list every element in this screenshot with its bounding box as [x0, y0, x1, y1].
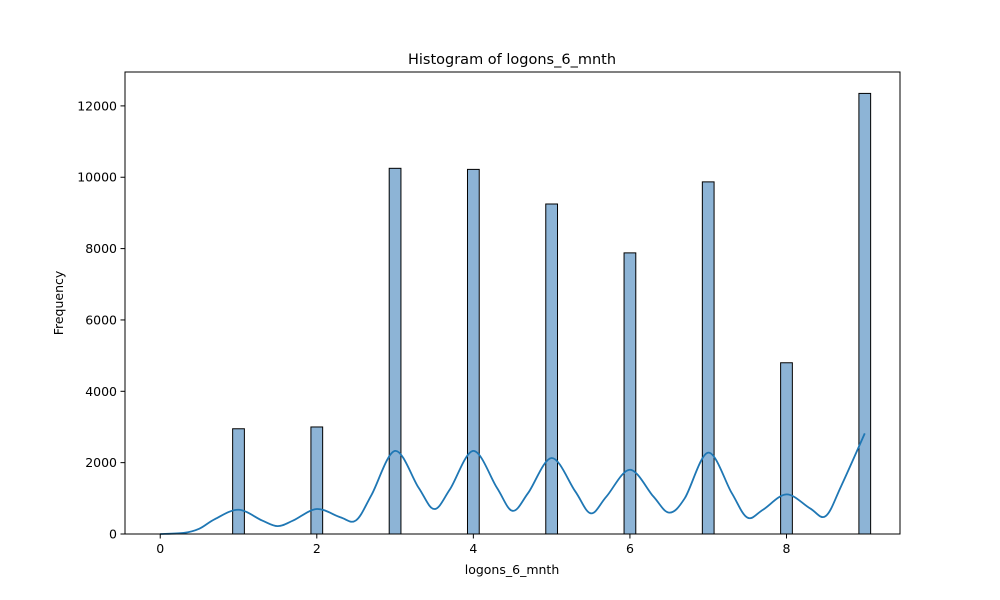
histogram-bar-7: [701, 181, 715, 535]
y-axis-label: Frequency: [51, 270, 66, 335]
y-tick-label-10000: 10000: [77, 170, 117, 185]
histogram-bar-5: [545, 203, 559, 535]
x-axis-ticks: 0 2 4 6 8: [156, 534, 791, 556]
y-tick-label-12000: 12000: [77, 98, 117, 113]
chart-title: Histogram of logons_6_mnth: [408, 52, 616, 68]
x-tick-label-4: 4: [469, 541, 477, 556]
y-tick-label-4000: 4000: [85, 384, 117, 399]
y-tick-label-6000: 6000: [85, 312, 117, 327]
x-tick-label-2: 2: [313, 541, 321, 556]
x-tick-label-8: 8: [783, 541, 791, 556]
bars-layer: [232, 92, 872, 535]
y-tick-label-2000: 2000: [85, 455, 117, 470]
x-tick-label-0: 0: [156, 541, 164, 556]
histogram-bar-2: [310, 426, 324, 535]
x-axis-label: logons_6_mnth: [465, 562, 560, 577]
histogram-bar-4: [466, 168, 480, 535]
histogram-bar-1: [232, 428, 245, 535]
y-tick-label-0: 0: [109, 527, 117, 542]
y-tick-label-8000: 8000: [85, 241, 117, 256]
x-tick-label-6: 6: [626, 541, 634, 556]
histogram-bar-9: [858, 92, 872, 535]
histogram-bar-3: [388, 167, 402, 535]
histogram-bar-8: [780, 362, 793, 535]
y-axis-ticks: 0 2000 4000 6000 8000 10000 12000: [77, 98, 125, 542]
histogram-bar-6: [623, 252, 637, 535]
kde-curve: [160, 433, 866, 535]
plot-frame: [124, 71, 901, 535]
